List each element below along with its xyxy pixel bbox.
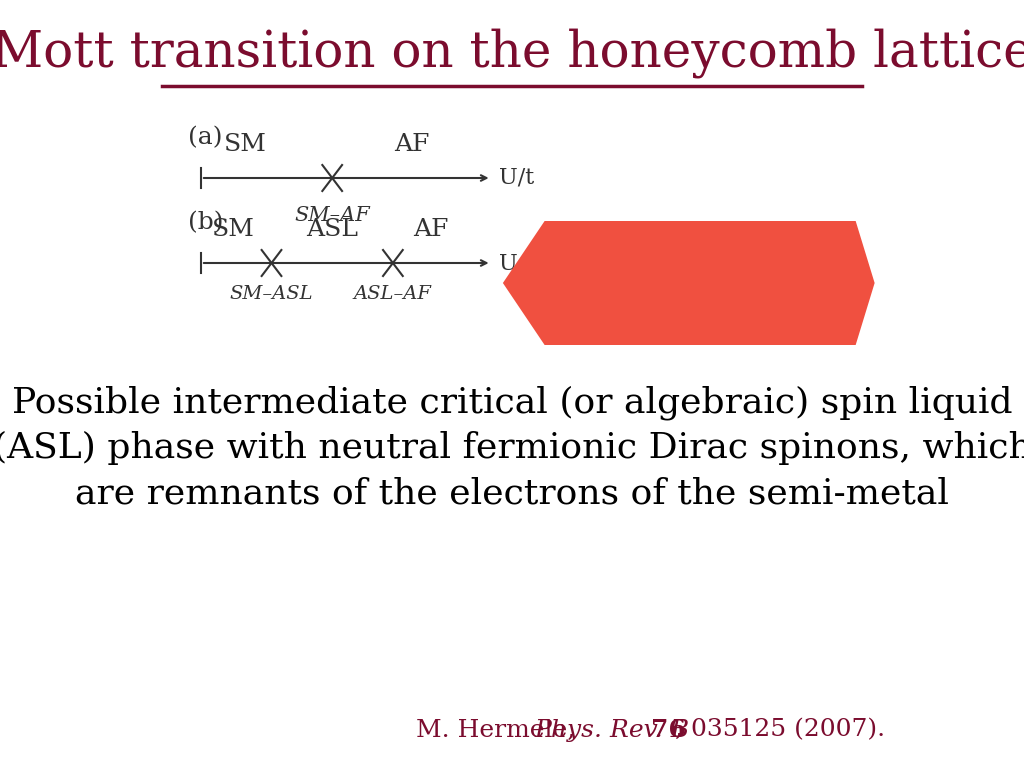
Text: SM: SM	[223, 133, 266, 156]
Text: SM–ASL: SM–ASL	[229, 285, 313, 303]
Text: (b): (b)	[188, 211, 223, 234]
Text: U/t: U/t	[499, 252, 535, 274]
Text: AF: AF	[413, 218, 449, 241]
Text: , 035125 (2007).: , 035125 (2007).	[675, 719, 885, 741]
Text: U/t: U/t	[499, 167, 535, 189]
Text: (a): (a)	[188, 127, 222, 150]
Text: SM–AF: SM–AF	[294, 206, 370, 225]
Text: ASL: ASL	[306, 218, 358, 241]
Text: 76: 76	[651, 718, 686, 742]
Text: M. Hermele,: M. Hermele,	[416, 719, 583, 741]
Text: Mott transition on the honeycomb lattice: Mott transition on the honeycomb lattice	[0, 28, 1024, 78]
Polygon shape	[503, 221, 874, 345]
Text: SM: SM	[212, 218, 255, 241]
Text: ASL–AF: ASL–AF	[354, 285, 432, 303]
Text: Phys. Rev. B: Phys. Rev. B	[535, 719, 698, 741]
Text: AF: AF	[394, 133, 429, 156]
Text: Possible intermediate critical (or algebraic) spin liquid
(ASL) phase with neutr: Possible intermediate critical (or algeb…	[0, 386, 1024, 510]
